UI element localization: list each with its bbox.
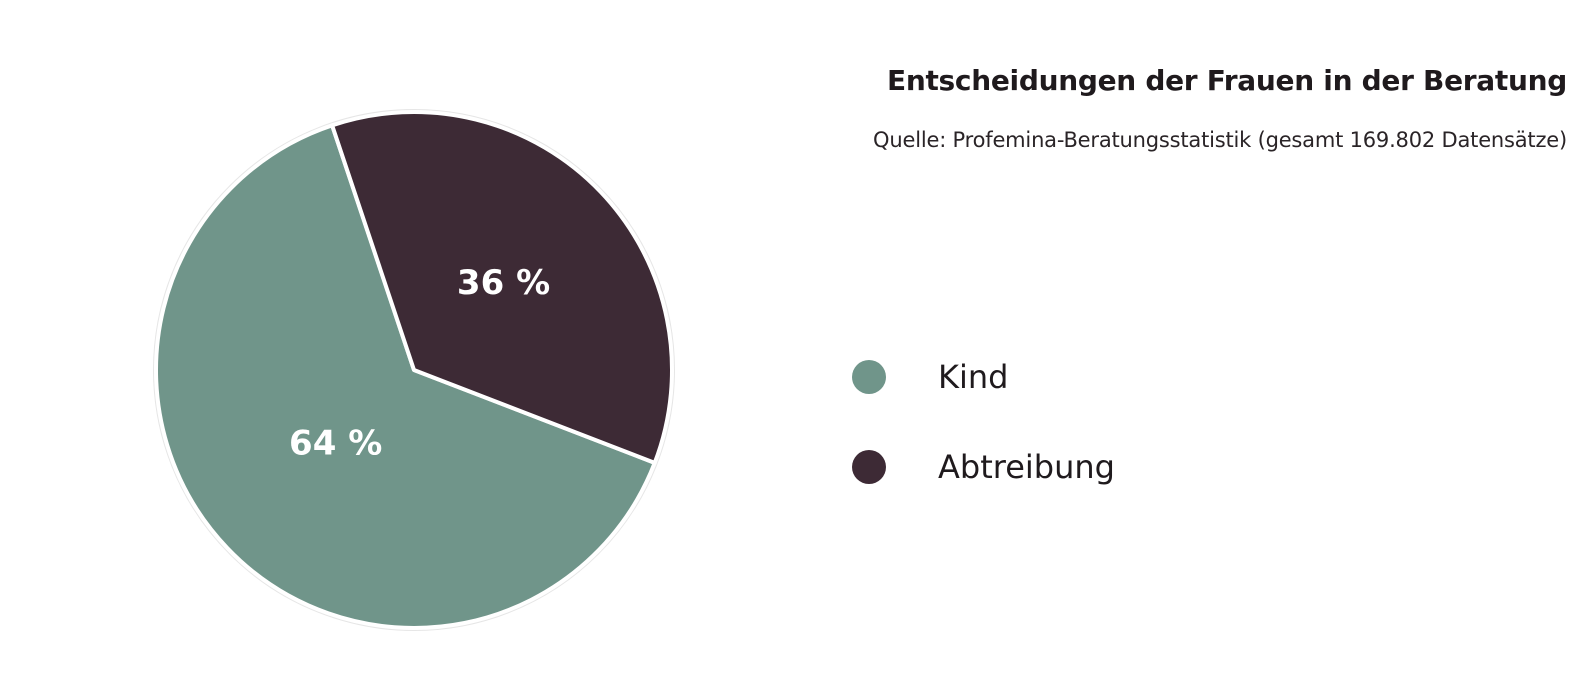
pie-label-abtreibung: 36 %	[457, 263, 550, 303]
pie-slice-kind[interactable]	[154, 123, 657, 630]
legend-item-abtreibung[interactable]: Abtreibung	[852, 422, 1115, 512]
pie-chart: 64 % 36 %	[153, 109, 675, 631]
legend: Kind Abtreibung	[852, 332, 1115, 512]
pie-label-kind: 64 %	[289, 423, 382, 463]
legend-label-kind: Kind	[938, 358, 1009, 396]
pie-slices	[154, 110, 674, 630]
legend-swatch-kind	[852, 360, 886, 394]
chart-title: Entscheidungen der Frauen in der Beratun…	[887, 64, 1567, 97]
pie-slice-abtreibung[interactable]	[330, 110, 674, 465]
legend-label-abtreibung: Abtreibung	[938, 448, 1115, 486]
legend-item-kind[interactable]: Kind	[852, 332, 1115, 422]
legend-swatch-abtreibung	[852, 450, 886, 484]
pie-labels: 64 % 36 %	[289, 263, 550, 463]
chart-subtitle: Quelle: Profemina-Beratungsstatistik (ge…	[873, 128, 1567, 152]
